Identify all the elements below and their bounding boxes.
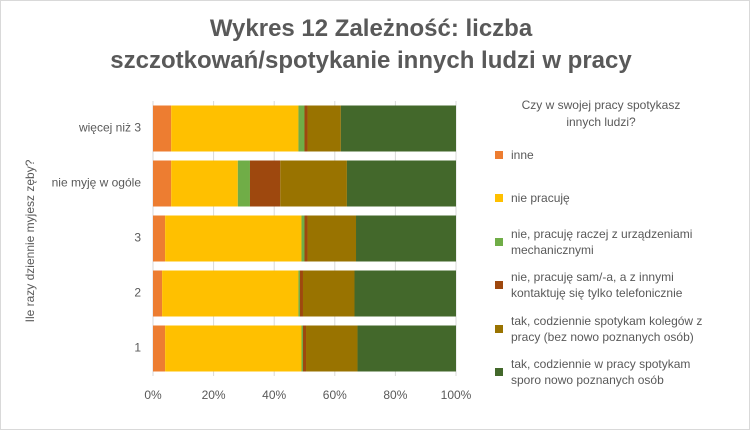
legend-swatch — [495, 281, 503, 289]
y-tick-label: nie myję w ogóle — [52, 176, 142, 190]
bar-segment — [304, 105, 308, 152]
bar-segment — [346, 160, 456, 207]
y-tick-label: więcej niż 3 — [78, 121, 141, 135]
legend-title: Czy w swojej pracy spotykasz innych ludz… — [521, 98, 681, 129]
bar-segment — [340, 105, 456, 152]
bar-segment — [249, 160, 281, 207]
bar-segment — [301, 215, 305, 262]
bar-segment — [280, 160, 347, 207]
legend-label: nie, pracuję raczej z urządzeniami mecha… — [511, 226, 693, 257]
legend-entry: nie, pracuję raczej z urządzeniami mecha… — [495, 220, 735, 263]
bar-segment — [299, 270, 303, 317]
x-tick-label: 0% — [144, 388, 162, 402]
bar-segment — [301, 325, 303, 372]
bar-segment — [162, 270, 299, 317]
legend-swatch — [495, 324, 503, 333]
legend-entry: tak, codziennie spotykam kolegów z pracy… — [495, 307, 735, 350]
legend-label: inne — [511, 147, 534, 162]
legend-entry: inne — [495, 133, 735, 176]
x-tick-label: 80% — [383, 388, 407, 402]
bar-segment — [302, 325, 307, 372]
bar-segment — [307, 105, 341, 152]
y-axis-label: Ile razy dziennie myjesz zęby? — [23, 159, 37, 322]
legend-entry: nie, pracuję sam/-a, a z innymi kontaktu… — [495, 264, 735, 307]
legend-label: tak, codziennie w pracy spotykam sporo n… — [511, 357, 691, 387]
bar-segment — [153, 105, 172, 152]
legend-label: tak, codziennie spotykam kolegów z pracy… — [511, 313, 703, 344]
chart-title: Wykres 12 Zależność: liczba szczotkowań/… — [110, 15, 632, 74]
x-tick-label: 60% — [323, 388, 347, 402]
bar-segment — [306, 325, 358, 372]
y-tick-label: 1 — [134, 341, 141, 355]
x-tick-label: 20% — [202, 388, 226, 402]
legend-entry: tak, codziennie w pracy spotykam sporo n… — [495, 351, 735, 394]
y-tick-label: 2 — [134, 286, 141, 300]
bar-segment — [153, 160, 172, 207]
bar-segment — [304, 215, 308, 262]
bar-segment — [165, 325, 302, 372]
bar-segment — [153, 270, 163, 317]
bar-segment — [357, 325, 456, 372]
bar-segment — [298, 105, 305, 152]
x-tick-label: 40% — [262, 388, 286, 402]
bar-segment — [298, 270, 300, 317]
bar-segment — [237, 160, 250, 207]
legend-swatch — [495, 194, 503, 202]
bar-segment — [356, 215, 456, 262]
legend-swatch — [495, 237, 503, 246]
legend-swatch — [495, 368, 503, 376]
bar-segment — [171, 160, 238, 207]
legend-entry: nie pracuję — [495, 177, 735, 220]
bar-segment — [165, 215, 302, 262]
bar-segment — [153, 325, 166, 372]
bar-segment — [354, 270, 456, 317]
legend-label: nie, pracuję sam/-a, a z innymi kontaktu… — [511, 270, 683, 300]
bar-segment — [153, 215, 166, 262]
bar-segment — [171, 105, 299, 152]
legend-swatch — [495, 150, 503, 159]
bar-segment — [302, 270, 355, 317]
bar-segment — [307, 215, 357, 262]
y-tick-label: 3 — [134, 231, 141, 245]
legend-label: nie pracuję — [511, 191, 570, 205]
x-tick-label: 100% — [441, 388, 472, 402]
